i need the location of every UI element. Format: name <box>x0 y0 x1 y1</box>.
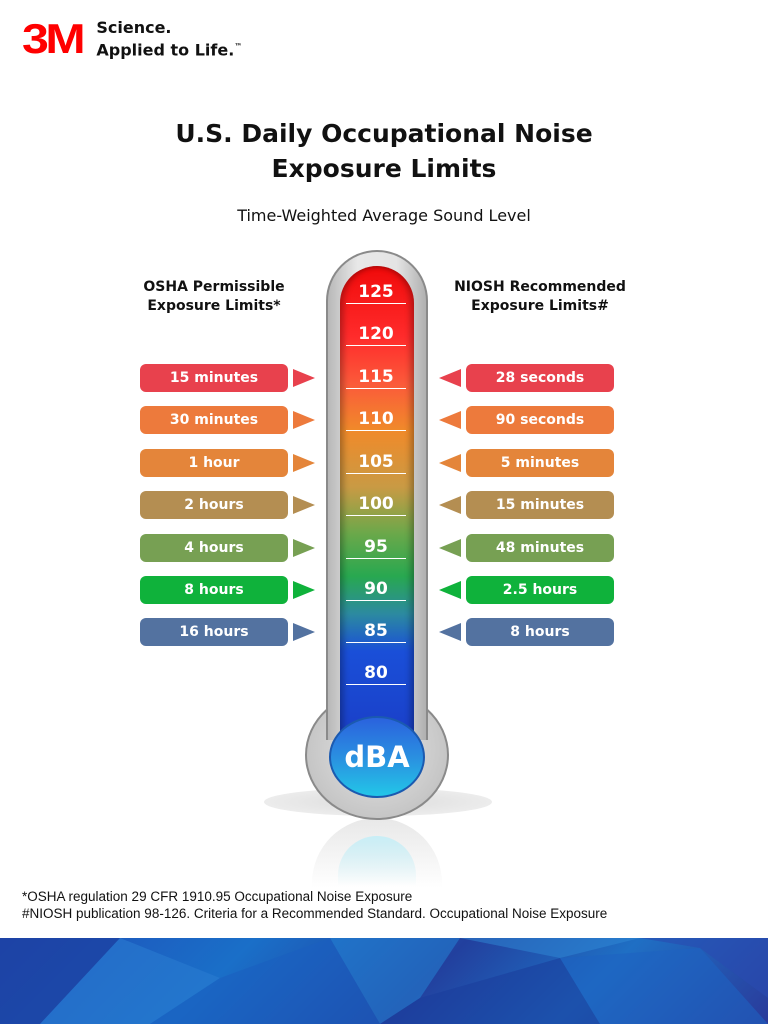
arrow-right-icon <box>293 581 315 599</box>
tick-85: 85 <box>346 621 406 643</box>
niosh-limit-95: 48 minutes <box>466 534 614 562</box>
page-subtitle: Time-Weighted Average Sound Level <box>237 206 531 225</box>
footer-decorative-band <box>0 938 768 1024</box>
niosh-footnote: #NIOSH publication 98-126. Criteria for … <box>22 906 608 921</box>
arrow-right-icon <box>293 539 315 557</box>
osha-limit-95: 4 hours <box>140 534 288 562</box>
osha-limit-90: 8 hours <box>140 576 288 604</box>
tick-105: 105 <box>346 452 406 474</box>
arrow-right-icon <box>293 369 315 387</box>
osha-column-heading: OSHA Permissible Exposure Limits* <box>143 279 285 314</box>
niosh-limit-110: 90 seconds <box>466 406 614 434</box>
osha-limit-115: 15 minutes <box>140 364 288 392</box>
thermometer-gradient-tube <box>340 266 414 736</box>
niosh-limit-105: 5 minutes <box>466 449 614 477</box>
thermometer-bulb: dBA <box>329 716 425 798</box>
niosh-limit-90: 2.5 hours <box>466 576 614 604</box>
tick-115: 115 <box>346 367 406 389</box>
arrow-right-icon <box>293 454 315 472</box>
arrow-left-icon <box>439 539 461 557</box>
arrow-left-icon <box>439 454 461 472</box>
osha-limit-85: 16 hours <box>140 618 288 646</box>
tagline-line1: Science. <box>96 18 172 38</box>
tick-120: 120 <box>346 324 406 346</box>
tick-125: 125 <box>346 282 406 304</box>
arrow-left-icon <box>439 581 461 599</box>
tick-90: 90 <box>346 579 406 601</box>
osha-limit-110: 30 minutes <box>140 406 288 434</box>
arrow-right-icon <box>293 496 315 514</box>
brand-logo: 3M Science. Applied to Life.™ <box>22 18 242 60</box>
arrow-left-icon <box>439 623 461 641</box>
page-title: U.S. Daily Occupational Noise Exposure L… <box>175 119 593 183</box>
arrow-right-icon <box>293 623 315 641</box>
niosh-limit-100: 15 minutes <box>466 491 614 519</box>
arrow-left-icon <box>439 496 461 514</box>
osha-limit-105: 1 hour <box>140 449 288 477</box>
arrow-right-icon <box>293 411 315 429</box>
polygon-pattern-icon <box>0 938 768 1024</box>
niosh-column-heading: NIOSH Recommended Exposure Limits# <box>454 279 626 314</box>
tick-95: 95 <box>346 537 406 559</box>
tick-100: 100 <box>346 494 406 516</box>
tick-80: 80 <box>346 663 406 685</box>
osha-limit-100: 2 hours <box>140 491 288 519</box>
3m-logo-mark: 3M <box>22 15 86 62</box>
tick-110: 110 <box>346 409 406 431</box>
arrow-left-icon <box>439 369 461 387</box>
unit-label: dBA <box>344 740 410 774</box>
niosh-limit-115: 28 seconds <box>466 364 614 392</box>
niosh-limit-85: 8 hours <box>466 618 614 646</box>
osha-footnote: *OSHA regulation 29 CFR 1910.95 Occupati… <box>22 889 413 904</box>
footnotes: *OSHA regulation 29 CFR 1910.95 Occupati… <box>22 888 607 922</box>
tagline-line2: Applied to Life.™ <box>96 40 243 60</box>
arrow-left-icon <box>439 411 461 429</box>
brand-tagline: Science. Applied to Life.™ <box>96 18 242 59</box>
